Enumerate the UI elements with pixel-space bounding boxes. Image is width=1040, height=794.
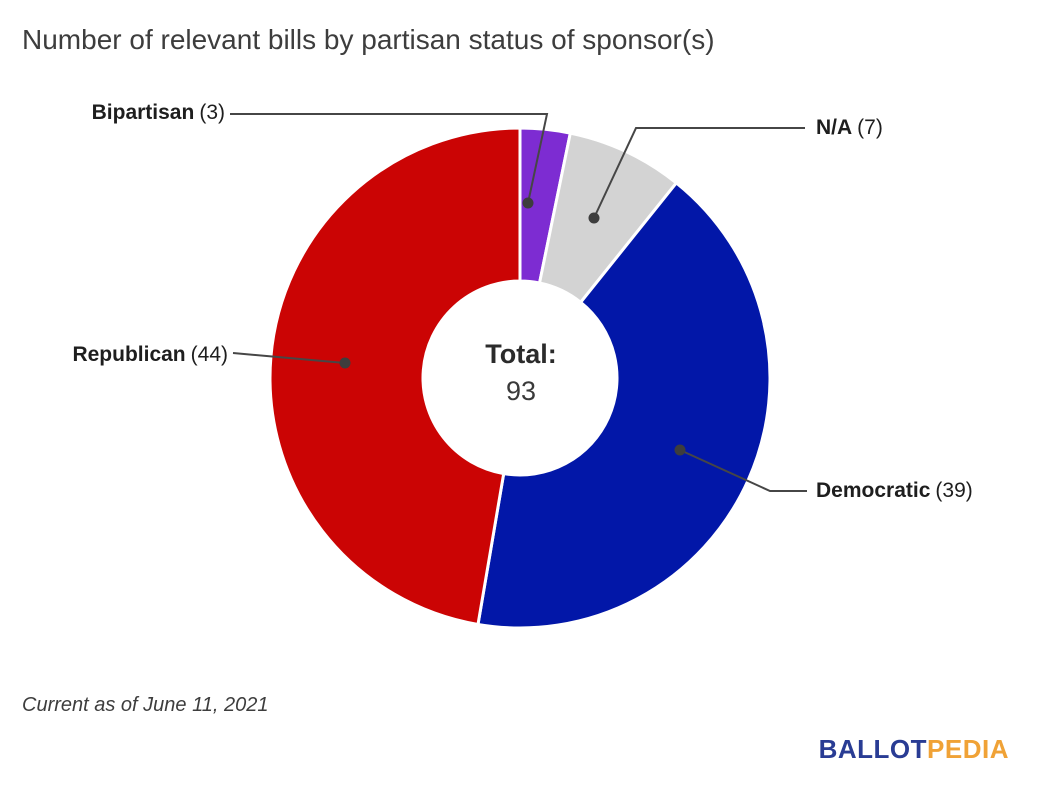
chart-title: Number of relevant bills by partisan sta… (22, 24, 715, 55)
na-callout-line (593, 127, 805, 219)
democratic-callout-line (679, 449, 807, 492)
segment-name-democratic: Democratic (816, 479, 931, 502)
pie-slice-democratic (476, 181, 772, 630)
total-label: Total: (485, 339, 557, 369)
segment-count-republican: (44) (190, 343, 228, 366)
segment-count-bipartisan: (3) (199, 101, 225, 124)
logo-ballot: BALLOT (818, 734, 928, 764)
logo-pedia: PEDIA (927, 734, 1009, 764)
bipartisan-callout-line (230, 113, 549, 204)
democratic-callout-dot (674, 444, 686, 456)
callout-lines (230, 113, 807, 492)
pie-slice-republican (268, 126, 522, 626)
donut-slices (268, 126, 772, 630)
republican-callout-dot (339, 357, 351, 369)
segment-name-republican: Republican (72, 343, 186, 366)
segment-count-na: (7) (857, 116, 883, 139)
segment-count-democratic: (39) (935, 479, 973, 502)
segment-label-bipartisan: Bipartisan (3) (92, 98, 225, 128)
bipartisan-callout-dot (522, 197, 534, 209)
na-callout-dot (588, 212, 600, 224)
segment-label-na: N/A (7) (816, 113, 883, 143)
segment-label-republican: Republican (44) (72, 340, 228, 370)
donut-center-label: Total: 93 (401, 336, 641, 410)
segment-name-bipartisan: Bipartisan (91, 101, 195, 124)
footnote: Current as of June 11, 2021 (22, 694, 269, 716)
republican-callout-line (232, 352, 346, 364)
segment-label-democratic: Democratic (39) (816, 476, 973, 506)
total-value: 93 (505, 376, 537, 406)
segment-name-na: N/A (816, 116, 853, 139)
ballotpedia-logo: BALLOTPEDIA (819, 734, 1009, 765)
